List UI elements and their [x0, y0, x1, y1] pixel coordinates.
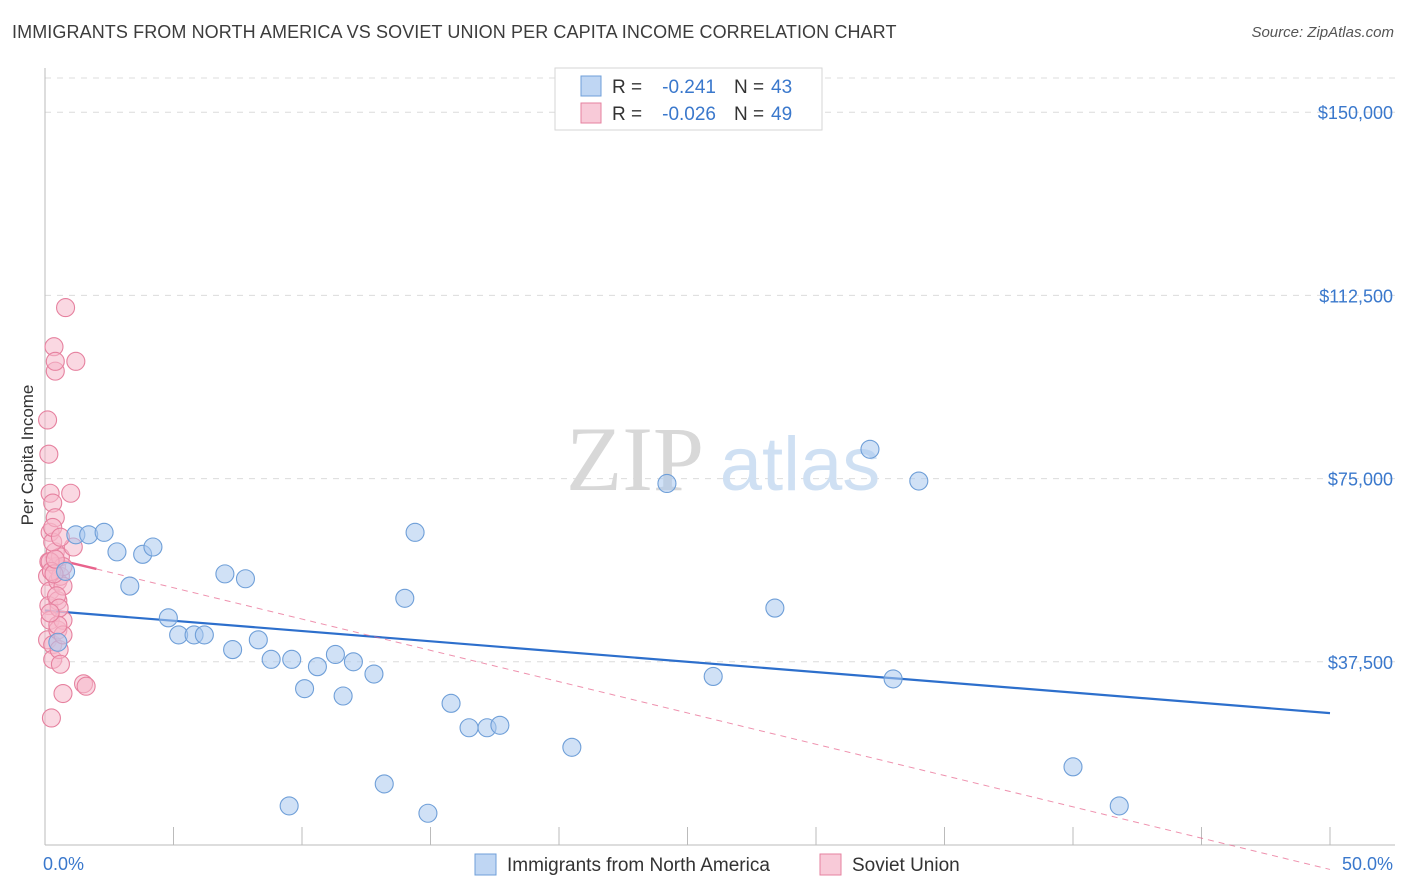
point-north-america [657, 473, 677, 494]
x-tick-label-max: 50.0% [1342, 854, 1393, 874]
y-tick-label: $150,000 [1318, 103, 1393, 123]
point-north-america [395, 588, 415, 608]
y-tick-label: $112,500 [1319, 286, 1393, 306]
point-north-america [333, 686, 353, 706]
point-north-america [325, 644, 345, 665]
point-soviet-union [50, 654, 70, 674]
point-north-america [909, 471, 929, 491]
point-north-america [295, 679, 315, 699]
point-north-america [703, 666, 723, 687]
point-soviet-union [39, 444, 59, 464]
watermark-atlas: atlas [720, 422, 881, 507]
point-north-america [120, 576, 140, 596]
point-north-america [223, 640, 243, 660]
point-north-america [143, 537, 163, 557]
data-points [38, 298, 1129, 823]
legend-r-label: R = [612, 104, 642, 125]
point-north-america [1109, 796, 1129, 816]
point-soviet-union [45, 351, 65, 371]
x-tick-label-min: 0.0% [43, 854, 84, 874]
legend-r-label: R = [612, 77, 642, 98]
point-north-america [343, 652, 363, 672]
bottom-legend: Immigrants from North America Soviet Unio… [474, 853, 960, 876]
chart-source: Source: ZipAtlas.com [1251, 24, 1394, 41]
y-tick-label: $75,000 [1328, 470, 1393, 490]
point-soviet-union [41, 708, 61, 728]
point-north-america [107, 542, 127, 562]
point-north-america [883, 669, 903, 689]
legend-n-label: N = [734, 77, 764, 98]
point-north-america [562, 737, 582, 757]
point-soviet-union [66, 351, 86, 371]
point-soviet-union [56, 298, 76, 318]
point-north-america [1063, 757, 1083, 777]
legend-n-label: N = [734, 104, 764, 125]
legend-n-value: 43 [771, 77, 792, 98]
point-soviet-union [38, 410, 58, 430]
point-north-america [441, 693, 461, 713]
legend-box: R = -0.241 N = 43 R = -0.026 N = 49 [554, 67, 823, 131]
point-north-america [194, 625, 214, 645]
point-north-america [765, 598, 785, 618]
point-north-america [405, 522, 425, 542]
bottom-legend-swatch [819, 853, 842, 876]
x-tick-labels: 0.0% 50.0% [43, 854, 1393, 874]
trend-line-soviet-extension [96, 568, 1331, 870]
y-tick-labels: $37,500 $75,000 $112,500 $150,000 [1318, 103, 1393, 673]
point-soviet-union [40, 603, 60, 623]
point-north-america [307, 657, 327, 677]
point-north-america [282, 649, 302, 669]
point-soviet-union [76, 676, 96, 696]
point-north-america [235, 569, 256, 589]
point-north-america [248, 630, 268, 650]
bottom-legend-swatch [474, 853, 497, 876]
point-soviet-union [45, 549, 65, 569]
point-north-america [374, 774, 394, 794]
point-north-america [418, 803, 438, 823]
bottom-legend-label: Soviet Union [852, 855, 960, 876]
point-north-america [215, 564, 235, 584]
point-north-america [459, 718, 479, 738]
point-north-america [48, 632, 68, 652]
trend-line-north-america [44, 609, 1331, 715]
point-north-america [279, 796, 299, 816]
point-north-america [56, 561, 76, 581]
point-north-america [158, 608, 178, 628]
point-north-america [860, 439, 880, 459]
legend-swatch [580, 102, 602, 124]
chart-title: IMMIGRANTS FROM NORTH AMERICA VS SOVIET … [12, 22, 897, 42]
legend-r-value: -0.026 [662, 104, 716, 125]
y-tick-label: $37,500 [1328, 653, 1393, 673]
bottom-legend-label: Immigrants from North America [507, 855, 770, 876]
point-north-america [364, 664, 384, 684]
point-soviet-union [61, 483, 81, 503]
point-north-america [261, 649, 281, 669]
legend-n-value: 49 [771, 104, 792, 125]
point-north-america [94, 522, 114, 542]
point-north-america [490, 715, 510, 735]
watermark: ZIP atlas [566, 408, 880, 510]
legend-r-value: -0.241 [662, 77, 716, 98]
legend-swatch [580, 75, 602, 97]
trend-lines [44, 555, 1331, 870]
watermark-zip: ZIP [566, 408, 704, 510]
point-soviet-union [53, 684, 73, 704]
